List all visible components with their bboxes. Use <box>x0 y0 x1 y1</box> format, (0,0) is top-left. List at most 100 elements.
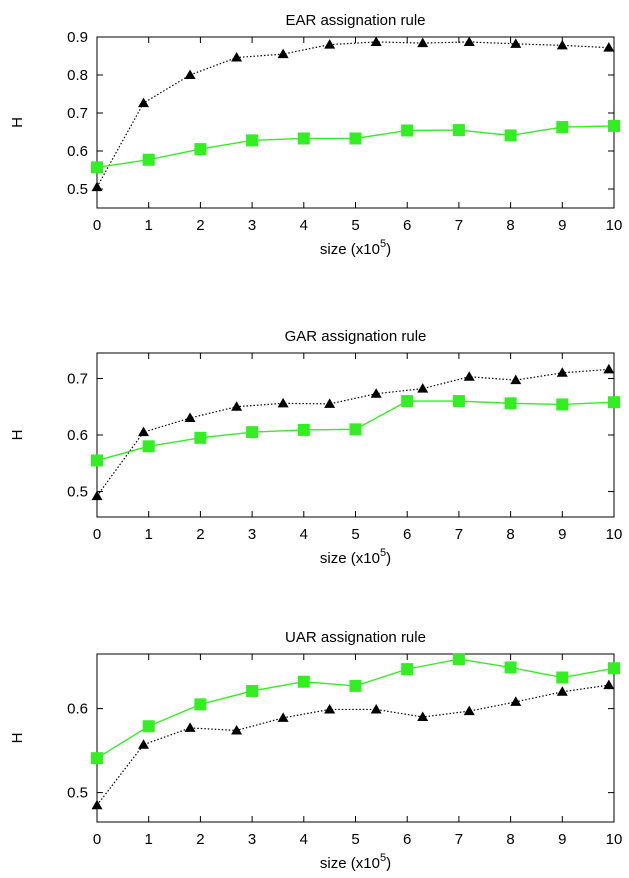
gar-square-series <box>91 395 620 466</box>
gar-xtick-label: 2 <box>196 526 204 543</box>
gar-square-point <box>350 423 362 435</box>
ear-xtick-label: 5 <box>351 217 359 234</box>
gar-xtick-label: 0 <box>93 526 101 543</box>
ear-triangle-point <box>92 182 103 192</box>
uar-xlabel-text: size (x10 <box>320 855 380 872</box>
ear-square-point <box>246 134 258 146</box>
uar-triangle-point <box>92 800 103 810</box>
gar-ytick-label: 0.6 <box>67 427 88 444</box>
ear-square-series-line <box>97 126 614 167</box>
gar-ytick-label: 0.5 <box>67 484 88 501</box>
uar-chart-title: UAR assignation rule <box>285 629 426 646</box>
gar-xtick-label: 4 <box>300 526 308 543</box>
ear-triangle-point <box>278 49 289 59</box>
ear-ytick-label: 0.7 <box>67 105 88 122</box>
ear-xtick-label: 4 <box>300 217 308 234</box>
uar-triangle-point <box>557 686 568 696</box>
gar-xtick-label: 6 <box>403 526 411 543</box>
ear-xtick-label: 7 <box>455 217 463 234</box>
ear-xtick-label: 9 <box>558 217 566 234</box>
uar-xtick-label: 1 <box>145 831 153 848</box>
ear-square-point <box>401 124 413 136</box>
uar-square-point <box>246 685 258 697</box>
uar-triangle-point <box>185 722 196 732</box>
ear-square-point <box>143 154 155 166</box>
uar-square-point <box>91 752 103 764</box>
gar-triangle-point <box>417 383 428 393</box>
gar-square-point <box>608 396 620 408</box>
ear-square-point <box>608 120 620 132</box>
ear-xtick-label: 3 <box>248 217 256 234</box>
gar-xlabel-text: size (x10 <box>320 550 380 567</box>
gar-square-point <box>143 440 155 452</box>
uar-xtick-label: 10 <box>606 831 623 848</box>
ear-xtick-label: 0 <box>93 217 101 234</box>
gar-triangle-point <box>464 371 475 381</box>
gar-xtick-label: 5 <box>351 526 359 543</box>
ear-square-point <box>91 161 103 173</box>
ear-xtick-label: 8 <box>506 217 514 234</box>
ear-square-point <box>298 132 310 144</box>
uar-xtick-label: 9 <box>558 831 566 848</box>
uar-square-point <box>505 661 517 673</box>
uar-xtick-label: 5 <box>351 831 359 848</box>
uar-square-point <box>143 720 155 732</box>
ear-triangle-point <box>371 36 382 46</box>
gar-xtick-label: 1 <box>145 526 153 543</box>
uar-triangle-series <box>92 680 615 810</box>
ear-square-point <box>453 124 465 136</box>
uar-xtick-label: 4 <box>300 831 308 848</box>
gar-square-point <box>505 397 517 409</box>
gar-xtick-label: 8 <box>506 526 514 543</box>
ear-triangle-point <box>417 38 428 48</box>
gar-square-point <box>401 395 413 407</box>
uar-triangle-point <box>138 739 149 749</box>
gar-triangle-point <box>510 375 521 385</box>
ear-ytick-label: 0.8 <box>67 67 88 84</box>
ear-xtick-label: 10 <box>606 217 623 234</box>
ear-xlabel-text: size (x10 <box>320 241 380 258</box>
ear-triangle-point <box>185 70 196 80</box>
gar-triangle-point <box>324 398 335 408</box>
uar-square-series-line <box>97 659 614 758</box>
uar-panel: UAR assignation rule0 1 2 3 4 5 6 7 8 9 100.50.6Hs… <box>9 629 622 872</box>
gar-triangle-point <box>371 388 382 398</box>
uar-square-point <box>194 698 206 710</box>
gar-triangle-point <box>278 398 289 408</box>
uar-square-point <box>350 680 362 692</box>
ear-xtick-label: 6 <box>403 217 411 234</box>
uar-xtick-label: 8 <box>506 831 514 848</box>
ear-xlabel-close: ) <box>386 241 391 258</box>
uar-triangle-point <box>324 704 335 714</box>
gar-square-point <box>453 395 465 407</box>
ear-triangle-point <box>464 36 475 46</box>
ear-square-point <box>194 143 206 155</box>
gar-triangle-point <box>603 364 614 374</box>
gar-panel: GAR assignation rule 0 1 2 3 4 5 6 7 8 9 10 0.5 0.6 0.… <box>9 328 622 567</box>
ear-xtick-label: 2 <box>196 217 204 234</box>
ear-triangle-point <box>138 98 149 108</box>
gar-xtick-label: 7 <box>455 526 463 543</box>
uar-xtick-label: 2 <box>196 831 204 848</box>
gar-ylabel: H <box>9 430 26 441</box>
ear-triangle-series <box>92 36 615 191</box>
ear-chart-title: EAR assignation rule <box>285 12 425 29</box>
ear-ylabel: H <box>9 117 26 128</box>
ear-ytick-label: 0.9 <box>67 29 88 46</box>
ear-ytick-label: 0.6 <box>67 143 88 160</box>
uar-xtick-label: 6 <box>403 831 411 848</box>
gar-square-point <box>298 424 310 436</box>
ear-triangle-point <box>557 40 568 50</box>
uar-plot-frame <box>97 654 614 822</box>
uar-triangle-point <box>464 706 475 716</box>
ear-square-point <box>556 121 568 133</box>
ear-ytick-label: 0.5 <box>67 181 88 198</box>
uar-ylabel: H <box>9 733 26 744</box>
gar-xlabel: size (x105) <box>320 547 391 567</box>
uar-ytick-label: 0.5 <box>67 785 88 802</box>
gar-square-point <box>556 398 568 410</box>
gar-xlabel-close: ) <box>386 550 391 567</box>
gar-xtick-label: 3 <box>248 526 256 543</box>
ear-triangle-series-line <box>97 42 609 187</box>
